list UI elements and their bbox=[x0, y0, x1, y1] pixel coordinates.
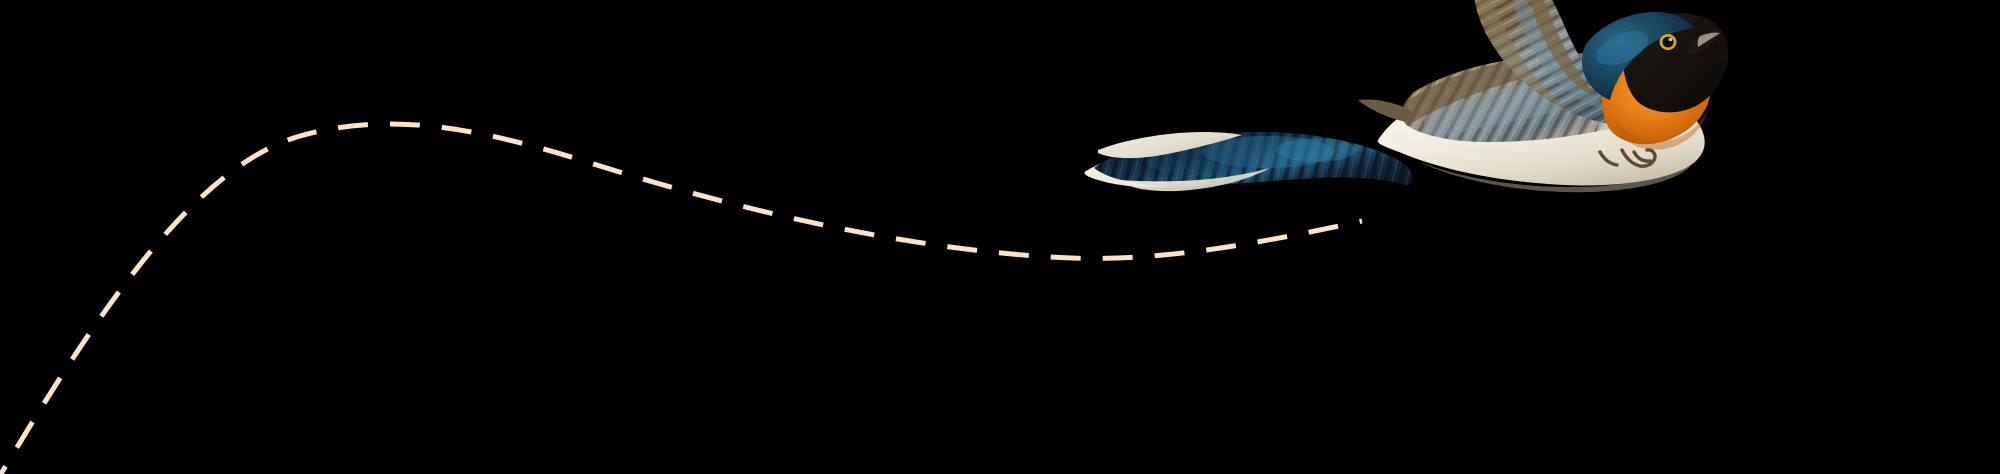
bird-feet bbox=[1598, 148, 1657, 168]
bird-tail bbox=[1084, 131, 1413, 192]
tail-feather-striping bbox=[1094, 132, 1413, 186]
head-crown bbox=[1582, 11, 1694, 100]
upper-wing-leading-edge bbox=[1530, 0, 1596, 94]
throat-shading bbox=[1614, 108, 1708, 150]
bird-eye bbox=[1659, 34, 1677, 50]
beak-highlight bbox=[1697, 32, 1720, 47]
belly-shading bbox=[1420, 162, 1692, 193]
lower-wing-tip bbox=[1358, 99, 1414, 122]
bird-head bbox=[1582, 11, 1729, 113]
tail-white-tip-lower bbox=[1120, 168, 1270, 192]
tail-white-tip-upper bbox=[1098, 131, 1242, 159]
crown-sheen bbox=[1595, 30, 1649, 66]
dashed-flight-path bbox=[0, 121, 1363, 474]
